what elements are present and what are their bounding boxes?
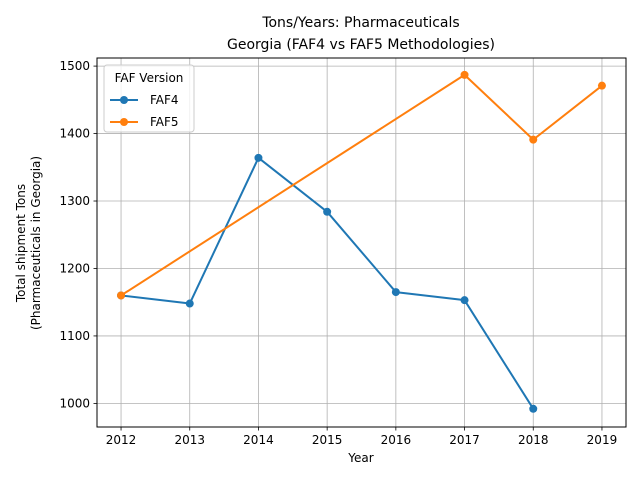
data-point-faf4 bbox=[529, 404, 538, 413]
legend-label-faf4: FAF4 bbox=[150, 93, 179, 107]
series-line-faf5 bbox=[120, 73, 603, 297]
data-point-faf5 bbox=[597, 81, 606, 90]
data-point-faf5 bbox=[117, 291, 126, 300]
y-tick-label: 1200 bbox=[59, 261, 90, 275]
x-tick-label: 2012 bbox=[106, 433, 137, 447]
x-axis-label: Year bbox=[347, 451, 373, 465]
x-tick-label: 2017 bbox=[449, 433, 480, 447]
x-tick-label: 2016 bbox=[381, 433, 412, 447]
y-axis-label-line2: (Pharmaceuticals in Georgia) bbox=[29, 156, 43, 330]
y-axis-label-line1: Total shipment Tons bbox=[14, 184, 28, 303]
y-tick-label: 1000 bbox=[59, 396, 90, 410]
chart-title-line2: Georgia (FAF4 vs FAF5 Methodologies) bbox=[227, 37, 495, 53]
plot-frame bbox=[96, 57, 627, 428]
y-tick-label: 1300 bbox=[59, 194, 90, 208]
grid-layer bbox=[97, 58, 626, 427]
y-tick-label: 1500 bbox=[59, 59, 90, 73]
y-ticks: 1000 1100 1200 1300 1400 1500 bbox=[59, 59, 97, 410]
legend-marker-faf4 bbox=[120, 96, 128, 104]
data-point-faf5 bbox=[529, 135, 538, 144]
data-point-faf4 bbox=[254, 153, 263, 162]
legend-box bbox=[103, 64, 195, 133]
data-point-faf4 bbox=[460, 296, 469, 305]
legend-label-faf5: FAF5 bbox=[150, 115, 179, 129]
data-point-faf4 bbox=[185, 299, 194, 308]
y-tick-label: 1400 bbox=[59, 127, 90, 141]
legend: FAF Version FAF4 FAF5 bbox=[103, 64, 195, 133]
series-layer bbox=[117, 70, 606, 413]
data-point-faf4 bbox=[323, 207, 332, 216]
x-ticks: 2012 2013 2014 2015 2016 2017 2018 2019 bbox=[106, 427, 617, 447]
x-tick-label: 2015 bbox=[312, 433, 343, 447]
data-point-faf5 bbox=[460, 70, 469, 79]
legend-title: FAF Version bbox=[115, 71, 184, 85]
x-tick-label: 2014 bbox=[243, 433, 274, 447]
x-tick-label: 2018 bbox=[518, 433, 549, 447]
x-tick-label: 2013 bbox=[174, 433, 205, 447]
chart-title-line1: Tons/Years: Pharmaceuticals bbox=[261, 15, 459, 31]
y-tick-label: 1100 bbox=[59, 329, 90, 343]
legend-marker-faf5 bbox=[120, 118, 128, 126]
x-tick-label: 2019 bbox=[587, 433, 618, 447]
legend-entries: FAF4 FAF5 bbox=[110, 93, 179, 129]
data-point-faf4 bbox=[391, 288, 400, 297]
